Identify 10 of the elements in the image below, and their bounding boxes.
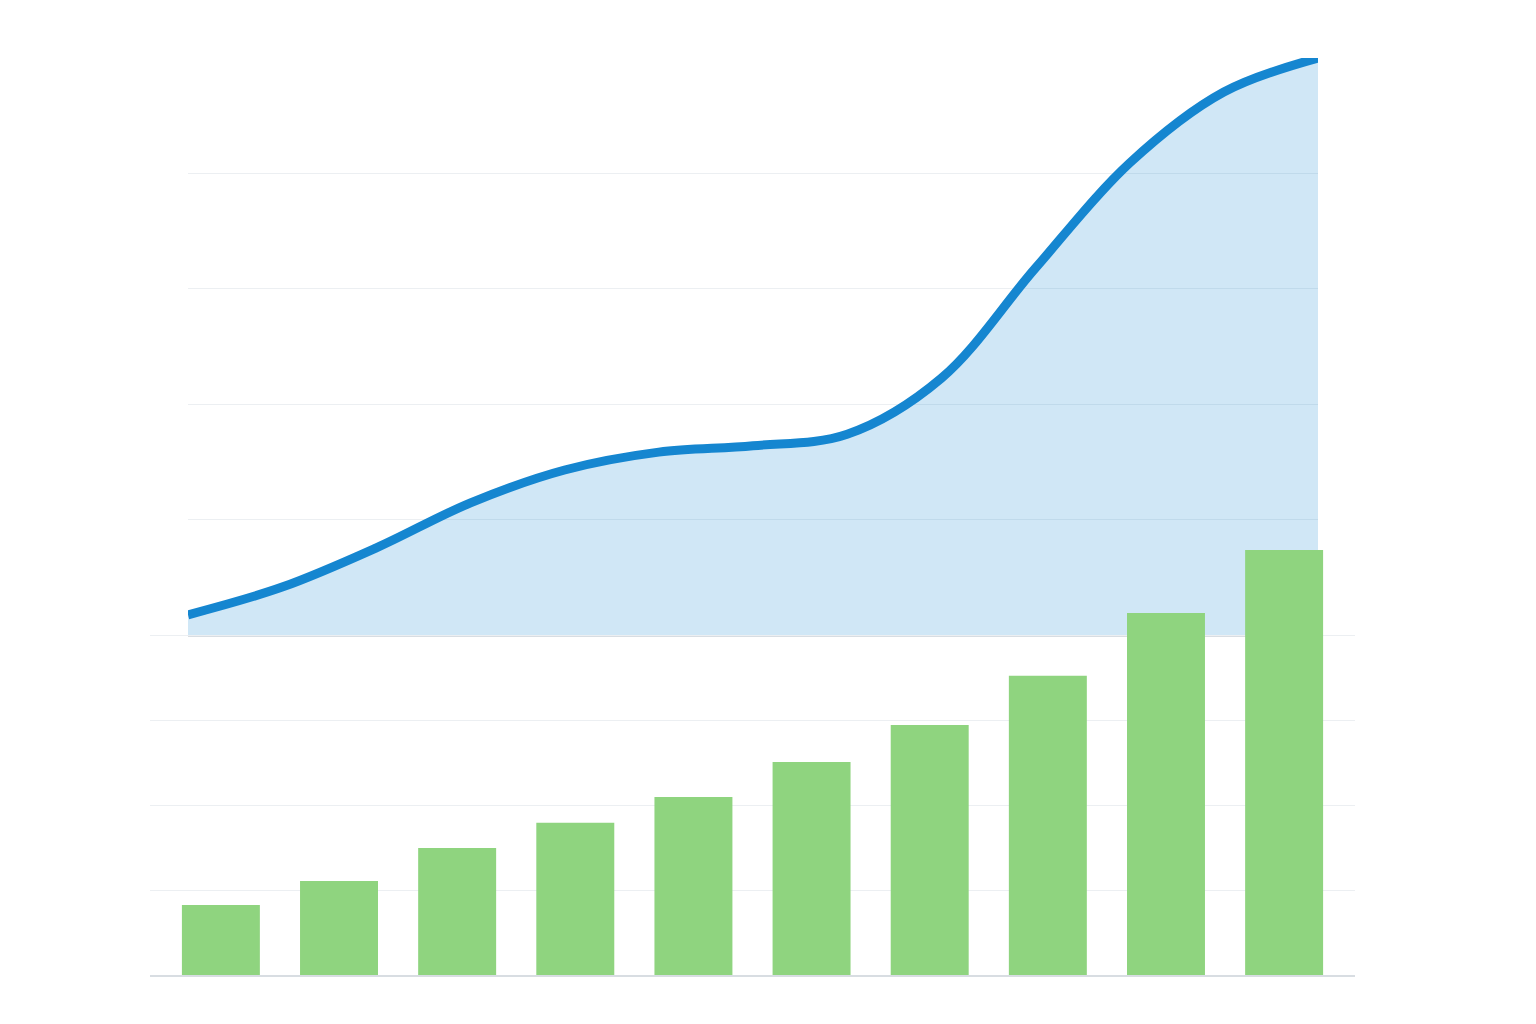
bar xyxy=(654,796,733,975)
bar xyxy=(1127,612,1205,975)
bar xyxy=(1008,675,1087,975)
bar xyxy=(1245,550,1324,975)
bar xyxy=(181,904,260,975)
bar xyxy=(418,847,497,975)
bar xyxy=(536,822,615,975)
bar xyxy=(772,762,851,975)
bar xyxy=(890,725,969,975)
bar xyxy=(300,881,378,975)
